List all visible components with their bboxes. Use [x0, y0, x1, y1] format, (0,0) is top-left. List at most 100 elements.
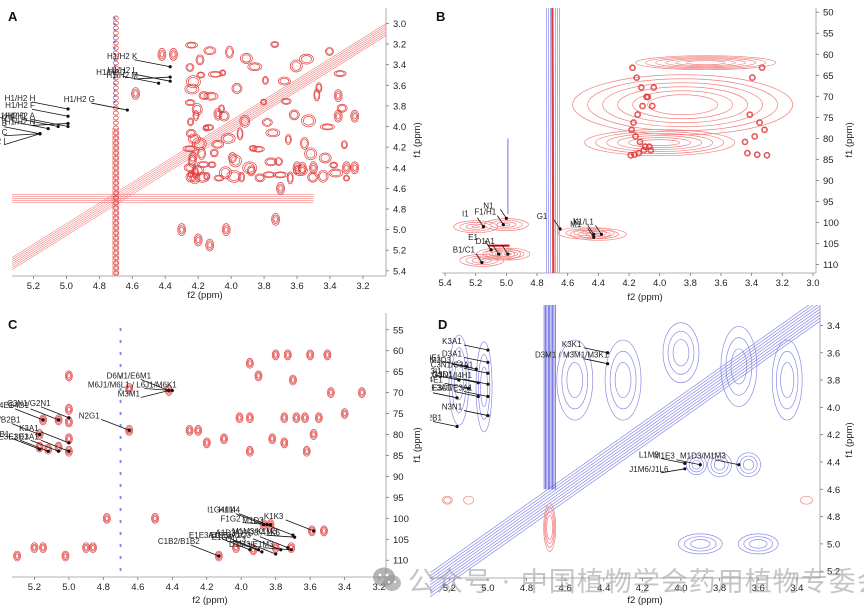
y-tick-label: 3.2 [393, 40, 406, 51]
annotation-arrow [264, 523, 294, 536]
annotation-arrow [676, 459, 701, 466]
annotation-arrow [463, 391, 489, 397]
contour [270, 41, 280, 48]
contour [274, 157, 283, 166]
contour [112, 265, 119, 271]
contour [307, 350, 314, 359]
contour [685, 60, 726, 66]
contour [333, 89, 343, 102]
contour [713, 459, 726, 471]
contour [241, 54, 252, 63]
contour [254, 173, 266, 183]
contour [255, 371, 262, 380]
contour [158, 49, 166, 60]
contour [639, 103, 646, 109]
contour [310, 430, 317, 439]
contour [278, 185, 283, 192]
contour [83, 543, 89, 552]
contour [293, 413, 300, 422]
contour [260, 98, 267, 106]
contour [240, 53, 253, 64]
contour [496, 221, 517, 228]
peak-marker [606, 351, 610, 355]
peak-label: A1D3/D1D3/A1K6 [216, 529, 281, 538]
peak-marker [37, 432, 42, 437]
annotation-arrow [31, 108, 69, 117]
contour [112, 70, 119, 76]
peak-label: G3N1/I4H1 [432, 371, 473, 380]
annotation-arrow [14, 408, 44, 421]
contour [82, 542, 90, 554]
contour [633, 133, 639, 139]
peak-label: H1/H2 B [0, 119, 7, 128]
contour [569, 227, 627, 241]
contour [275, 158, 282, 165]
contour [219, 69, 227, 77]
contour [102, 512, 111, 524]
contour [632, 133, 639, 140]
peak-label: K1K3 [264, 512, 284, 521]
contour [39, 542, 47, 554]
contour [286, 171, 294, 185]
peak-label: C3N1/G2N1 [7, 399, 51, 408]
contour [179, 226, 184, 233]
annotation-arrow [134, 76, 171, 80]
annotation-arrow [266, 534, 295, 538]
contour [189, 153, 197, 162]
annotation-arrow [285, 519, 314, 532]
contour [222, 134, 234, 143]
annotation-arrow [432, 392, 458, 399]
contour [630, 119, 637, 126]
y-tick-label: 70 [823, 92, 834, 103]
contour [651, 85, 657, 91]
peak-label: E3D1 [9, 432, 30, 441]
peak-label: E3A1/E3A1 [431, 383, 473, 392]
peak-label: M3D3 [430, 356, 452, 365]
contour [757, 120, 763, 126]
contour [112, 200, 119, 206]
peak-label: H1/H2 G [64, 95, 95, 104]
contour [284, 134, 292, 145]
peak-label: A1E3 [209, 531, 229, 540]
contour [686, 454, 707, 476]
contour [112, 50, 119, 56]
contour [684, 536, 717, 552]
contour [595, 131, 725, 154]
contour [202, 124, 210, 132]
y-tick-label: 60 [823, 50, 834, 61]
annotation-arrow [463, 410, 489, 416]
contour [343, 174, 350, 182]
peak-label: H1/H2 L [107, 66, 137, 75]
contour [220, 433, 228, 445]
contour [237, 415, 242, 421]
x-tick-label: 3.8 [257, 281, 270, 292]
contour [112, 170, 119, 176]
red-contour [545, 511, 555, 544]
contour [299, 53, 314, 65]
panel-a-xlabel: f2 (ppm) [187, 290, 222, 300]
peak-marker [476, 394, 480, 399]
peak-label: K3A1 [442, 337, 462, 346]
contour [334, 90, 342, 101]
annotation-arrow [3, 133, 41, 146]
peak-label: J1 [572, 217, 581, 226]
contour [634, 111, 642, 118]
peak-label: N3N1 [442, 403, 463, 412]
contour [744, 149, 751, 157]
contour [628, 137, 692, 148]
contour [325, 352, 330, 358]
contour [710, 455, 729, 474]
contour [194, 424, 202, 436]
contour [112, 145, 119, 151]
contour [193, 139, 205, 149]
red-contour [544, 507, 556, 548]
contour [326, 387, 335, 398]
contour [30, 542, 39, 554]
contour [112, 260, 119, 266]
contour [667, 330, 695, 375]
contour [188, 77, 199, 87]
contour [645, 94, 651, 100]
contour [214, 550, 223, 562]
contour [247, 415, 252, 421]
